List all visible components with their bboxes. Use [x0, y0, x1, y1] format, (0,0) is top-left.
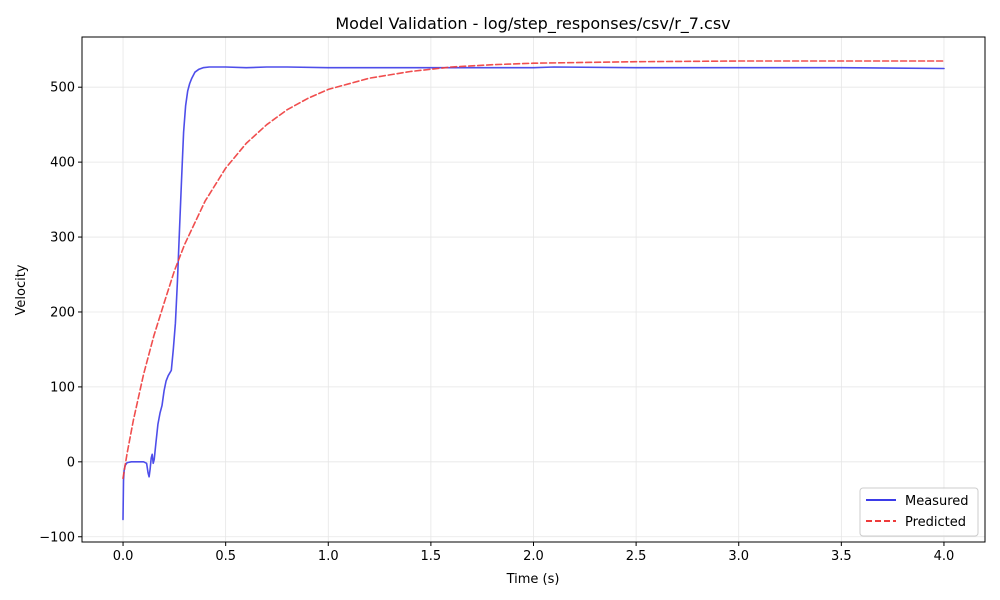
y-axis-label: Velocity	[14, 264, 29, 315]
y-tick-label: 400	[50, 156, 75, 171]
y-tick-label: 100	[50, 380, 75, 395]
x-tick-label: 3.5	[831, 549, 852, 564]
x-tick-label: 0.5	[215, 549, 236, 564]
y-tick-label: 200	[50, 305, 75, 320]
x-axis-label: Time (s)	[506, 572, 560, 587]
x-tick-label: 2.5	[626, 549, 647, 564]
series-line-measured	[122, 66, 945, 521]
series-line-predicted	[122, 60, 945, 480]
legend-label-measured: Measured	[905, 494, 969, 509]
legend-label-predicted: Predicted	[905, 515, 966, 530]
x-tick-label: 4.0	[934, 549, 955, 564]
y-tick-label: 300	[50, 231, 75, 246]
x-tick-label: 1.0	[318, 549, 339, 564]
x-tick-label: 2.0	[523, 549, 544, 564]
x-tick-label: 0.0	[113, 549, 134, 564]
x-tick-label: 3.0	[728, 549, 749, 564]
y-axis: −100 0 100 200 300 400 500	[39, 81, 82, 545]
legend: Measured Predicted	[859, 487, 979, 537]
grid	[82, 37, 985, 542]
x-axis: 0.0 0.5 1.0 1.5 2.0 2.5 3.0 3.5 4.0	[113, 542, 955, 564]
y-tick-label: 0	[67, 455, 75, 470]
x-tick-label: 1.5	[421, 549, 442, 564]
plot-series	[122, 60, 945, 521]
y-tick-label: −100	[39, 530, 75, 545]
y-tick-label: 500	[50, 81, 75, 96]
chart-title: Model Validation - log/step_responses/cs…	[335, 14, 730, 34]
